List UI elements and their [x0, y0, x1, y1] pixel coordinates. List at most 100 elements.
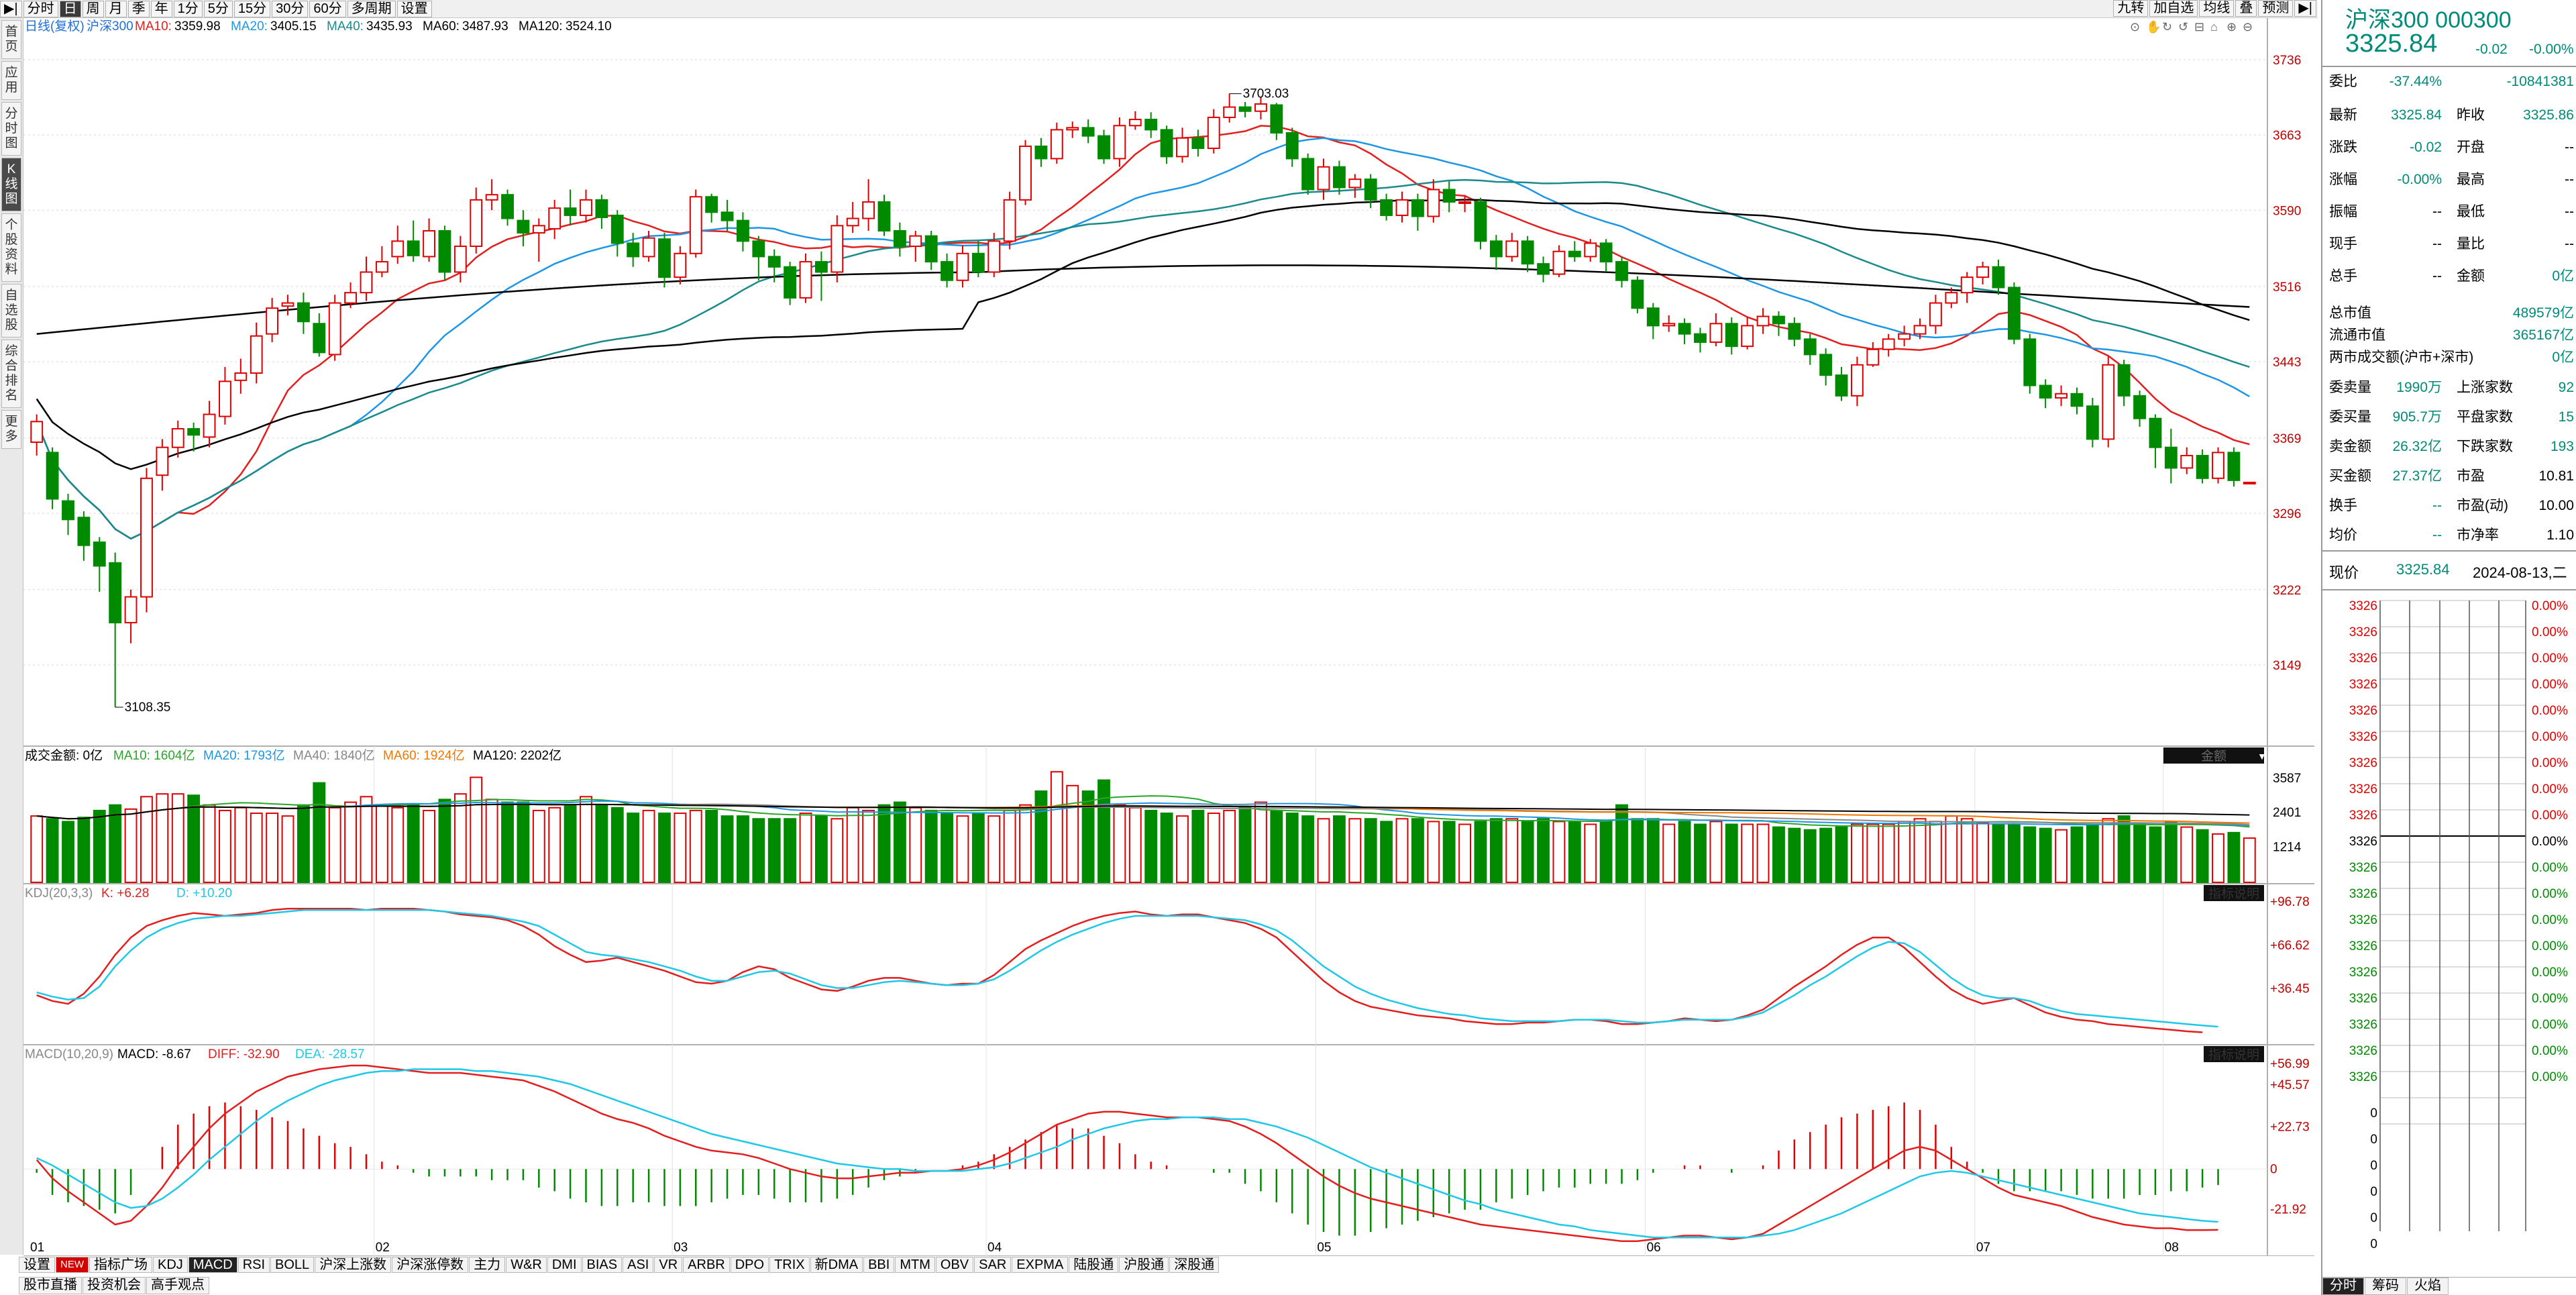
toolbar-btn-1[interactable]: 分时 [23, 0, 58, 17]
toolbar-right-btn-2[interactable]: 均线 [2199, 0, 2235, 17]
toolbar-btn-5[interactable]: 季 [127, 0, 150, 17]
toolbar-right-btn-5[interactable]: ▶| [2294, 0, 2316, 17]
candle-body [156, 446, 169, 476]
month-label: 08 [2165, 1241, 2179, 1255]
volume-bar [1866, 823, 1880, 883]
volume-bar [281, 815, 294, 883]
sidebar-char: K [7, 162, 16, 176]
toolbar-btn-12[interactable]: 多周期 [347, 0, 396, 17]
toolbar-btn-7[interactable]: 1分 [173, 0, 203, 17]
volume-bar [1442, 821, 1456, 884]
bottom-link-1[interactable]: 投资机会 [83, 1277, 146, 1294]
indicator-tab-3[interactable]: KDJ [153, 1257, 188, 1273]
indicator-tab-1[interactable]: NEW [56, 1257, 89, 1273]
volume-bar [1552, 821, 1566, 884]
candle-body [203, 413, 216, 438]
volume-title: 成交金额: 0亿 [25, 748, 103, 763]
indicator-tab-7[interactable]: 沪深涨停数 [392, 1257, 469, 1273]
indicator-tab-19[interactable]: MTM [895, 1257, 935, 1273]
sidebar-char: 应 [5, 66, 18, 80]
sidebar-item-1[interactable]: 应用 [1, 61, 21, 100]
indicator-help-bg[interactable] [2204, 1046, 2264, 1062]
legend-mode: 日线(复权) [25, 19, 85, 34]
volume-bar [1395, 818, 1409, 884]
sidebar-item-4[interactable]: 个股资料 [1, 213, 21, 282]
sidebar-item-0[interactable]: 首页 [1, 20, 21, 59]
candle-body [344, 292, 358, 304]
sidebar-item-2[interactable]: 分时图 [1, 102, 21, 156]
toolbar-btn-6[interactable]: 年 [150, 0, 172, 17]
indicator-tab-22[interactable]: EXPMA [1012, 1257, 1069, 1273]
bottom-link-0[interactable]: 股市直播 [19, 1277, 82, 1294]
quote-value: -- [2432, 498, 2442, 513]
toolbar-right-btn-1[interactable]: 加自选 [2149, 0, 2198, 17]
indicator-tab-10[interactable]: DMI [547, 1257, 582, 1273]
toolbar-btn-9[interactable]: 15分 [233, 0, 271, 17]
indicator-tab-18[interactable]: BBI [863, 1257, 895, 1273]
indicator-tab-active[interactable]: MACD [188, 1257, 237, 1273]
indicator-tab-11[interactable]: BIAS [582, 1257, 623, 1273]
quote-tab-0[interactable]: 分时 [2322, 1278, 2364, 1295]
indicator-tab-15[interactable]: DPO [730, 1257, 769, 1273]
indicator-tab-6[interactable]: 沪深上涨数 [315, 1257, 392, 1273]
quote-change-pct: -0.00% [2529, 42, 2574, 57]
candle-body [2133, 395, 2146, 419]
toolbar-right-btn-4[interactable]: 预测 [2258, 0, 2294, 17]
indicator-tab-21[interactable]: SAR [974, 1257, 1012, 1273]
indicator-tab-5[interactable]: BOLL [270, 1257, 315, 1273]
ma-legend-label: MA40: [327, 19, 364, 34]
indicator-tab-12[interactable]: ASI [623, 1257, 654, 1273]
indicator-tab-25[interactable]: 深股通 [1169, 1257, 1220, 1273]
indicator-tab-9[interactable]: W&R [506, 1257, 547, 1273]
toolbar-btn-3[interactable]: 周 [82, 0, 104, 17]
macd-title: MACD(10,20,9) [25, 1047, 113, 1061]
toolbar-btn-2[interactable]: 日 [59, 0, 81, 17]
indicator-tab-24[interactable]: 沪股通 [1119, 1257, 1169, 1273]
indicator-tab-2[interactable]: 指标广场 [89, 1257, 152, 1273]
candle-body [1191, 137, 1205, 150]
indicator-tab-17[interactable]: 新DMA [810, 1257, 863, 1273]
sidebar-char: 更 [5, 415, 18, 429]
quote-label: 市盈(动) [2457, 498, 2508, 513]
chart-tool-icon: ⌂ [2210, 20, 2218, 34]
indicator-help-bg[interactable] [2204, 885, 2264, 901]
indicator-tab-23[interactable]: 陆股通 [1069, 1257, 1119, 1273]
volume-bar [2164, 821, 2178, 884]
amount-button-bg[interactable] [2163, 747, 2264, 764]
toolbar-right-btn-0[interactable]: 九转 [2113, 0, 2149, 17]
candle-body [1960, 276, 1974, 294]
indicator-tab-16[interactable]: TRIX [769, 1257, 810, 1273]
indicator-tab-4[interactable]: RSI [237, 1257, 270, 1273]
volume-bar [1772, 826, 1785, 883]
candle-body [1678, 323, 1691, 335]
now-label: 现价 [2329, 564, 2359, 581]
indicator-tab-20[interactable]: OBV [935, 1257, 974, 1273]
sidebar-item-5[interactable]: 自选股 [1, 284, 21, 338]
toolbar-btn-13[interactable]: 设置 [396, 0, 432, 17]
indicator-tab-0[interactable]: 设置 [19, 1257, 55, 1273]
sidebar-item-7[interactable]: 更多 [1, 410, 21, 449]
macd-diff-line [36, 1064, 2218, 1243]
volume-bar [266, 813, 279, 883]
quote-tab-1[interactable]: 筹码 [2365, 1278, 2406, 1295]
toolbar-btn-4[interactable]: 月 [105, 0, 127, 17]
quote-label: 流通市值 [2329, 327, 2385, 343]
toolbar-btn-11[interactable]: 60分 [309, 0, 346, 17]
indicator-tab-8[interactable]: 主力 [469, 1257, 506, 1273]
toolbar-right-btn-3[interactable]: 叠 [2235, 0, 2257, 17]
volume-bar [2196, 829, 2209, 883]
sidebar-item-6[interactable]: 综合排名 [1, 340, 21, 408]
indicator-tabs: 设置 NEW 指标广场 KDJ MACD RSI BOLL 沪深上涨数 沪深涨停数 主力 W&R DM… [19, 1257, 1220, 1273]
quote-label: 最新 [2329, 107, 2357, 123]
toolbar-btn-8[interactable]: 5分 [203, 0, 233, 17]
quote-tab-2[interactable]: 火焰 [2407, 1278, 2449, 1295]
toolbar-btn-10[interactable]: 30分 [272, 0, 309, 17]
volume-bar [1160, 813, 1173, 883]
indicator-tab-14[interactable]: ARBR [683, 1257, 730, 1273]
bottom-link-2[interactable]: 高手观点 [146, 1277, 209, 1294]
indicator-tab-13[interactable]: VR [654, 1257, 683, 1273]
toolbar-btn-0[interactable]: ▶| [0, 0, 22, 17]
candle-body [1725, 323, 1738, 348]
